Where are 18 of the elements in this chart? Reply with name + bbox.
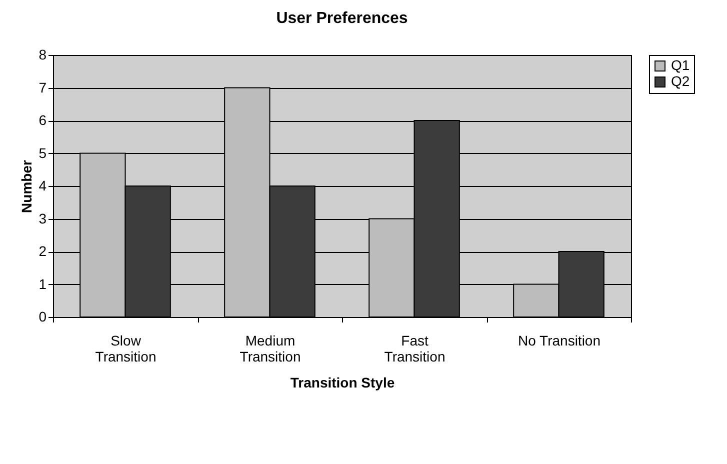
y-tick-label: 4 [38,178,47,194]
x-tick-label: Slow Transition [95,332,156,364]
y-tick-label: 1 [38,276,47,292]
x-tick-label: Fast Transition [384,332,446,364]
y-tick-label: 0 [38,308,47,324]
y-tick-label: 5 [38,144,47,161]
y-axis-title: Number [18,160,35,213]
x-tick-label: Medium Transition [240,332,301,364]
chart-title: User Preferences [276,10,408,27]
x-axis-title: Transition Style [290,374,395,390]
legend-label: Q1 [671,57,690,73]
y-tick-label: 8 [38,46,47,62]
x-tick-label: No Transition [518,332,600,348]
y-tick-label: 3 [38,210,47,226]
y-tick-label: 6 [38,112,47,128]
y-tick-label: 7 [38,79,47,96]
y-tick-label: 2 [38,243,47,259]
legend-label: Q2 [671,73,690,89]
